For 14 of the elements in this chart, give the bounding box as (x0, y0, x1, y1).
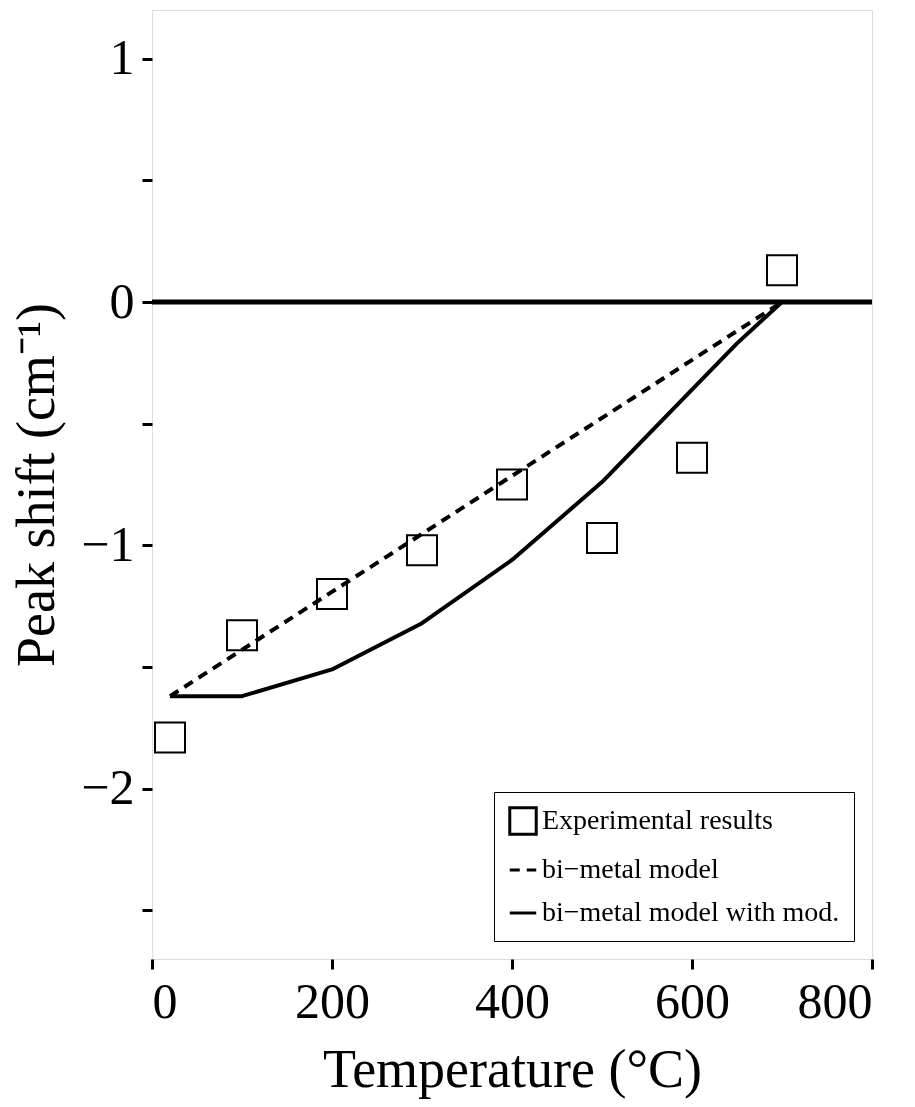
legend-label: Experimental results (542, 804, 773, 835)
x-tick-label: 800 (797, 972, 873, 1029)
y-tick-label: −1 (81, 515, 135, 572)
legend-label: bi−metal model (542, 853, 719, 884)
x-tick-label: 200 (295, 972, 370, 1029)
x-tick-label: 0 (152, 972, 178, 1029)
y-tick-label: 1 (109, 29, 135, 86)
y-axis-title: Peak shift (cm⁻¹) (6, 302, 67, 668)
x-axis-title: Temperature (°C) (322, 1038, 703, 1099)
y-tick-label: 0 (109, 272, 135, 329)
legend-label: bi−metal model with mod. (542, 896, 840, 927)
x-tick-label: 400 (475, 972, 550, 1029)
y-tick-label: −2 (81, 759, 135, 816)
x-tick-label: 600 (655, 972, 730, 1029)
